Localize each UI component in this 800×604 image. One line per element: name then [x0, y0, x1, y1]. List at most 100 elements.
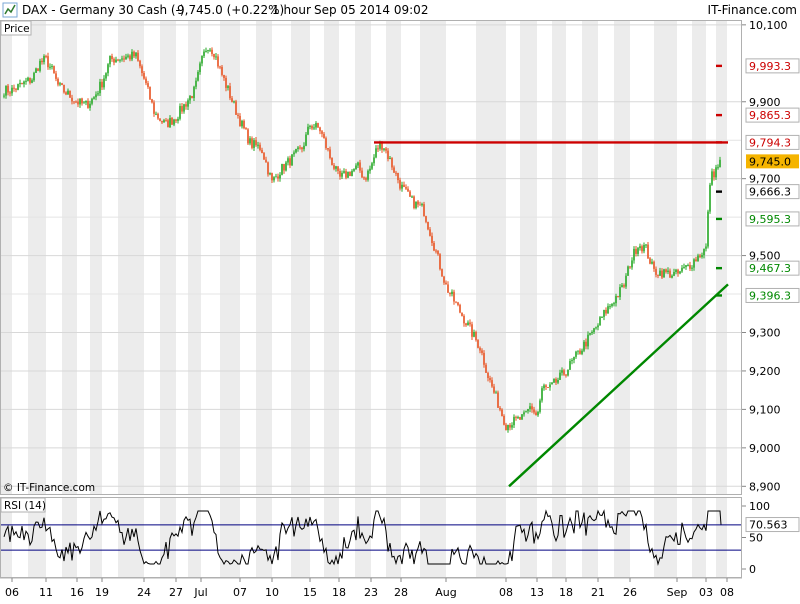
- candle-body: [13, 87, 15, 89]
- candle-body: [341, 172, 343, 177]
- candle-body: [603, 309, 605, 317]
- candle-body: [187, 100, 189, 107]
- price-y-axis: 10,100 9,900 9,700 9,500 9,300 9,200 9,100 9,00…: [742, 19, 788, 493]
- candle-body: [633, 248, 635, 261]
- price-panel-label: Price: [4, 23, 30, 35]
- candle-body: [451, 291, 453, 294]
- candle-body: [37, 68, 39, 71]
- candle-body: [689, 265, 691, 269]
- candle-body: [357, 162, 359, 166]
- candle-body: [263, 153, 265, 160]
- candle-body: [193, 86, 195, 99]
- candle-body: [489, 378, 491, 381]
- candle-body: [701, 255, 703, 257]
- session-stripe: [1, 21, 12, 494]
- brand-label: IT-Finance.com: [708, 3, 797, 17]
- candle-body: [119, 59, 121, 61]
- candle-body: [445, 282, 447, 285]
- candle-body: [359, 162, 361, 171]
- instrument-title: DAX - Germany 30 Cash (-): [22, 3, 185, 17]
- session-stripe: [355, 498, 371, 577]
- candle-body: [115, 59, 117, 63]
- candle-body: [111, 55, 113, 60]
- candle-body: [235, 101, 237, 115]
- x-tick-label: 16: [70, 586, 84, 599]
- candle-body: [327, 148, 329, 150]
- candle-body: [531, 406, 533, 410]
- candle-body: [657, 274, 659, 276]
- candle-body: [497, 392, 499, 408]
- candle-body: [307, 126, 309, 135]
- candle-body: [707, 211, 709, 247]
- candle-body: [85, 100, 87, 103]
- candle-body: [157, 113, 159, 119]
- watermark: © IT-Finance.com: [3, 482, 95, 494]
- candle-body: [551, 382, 553, 385]
- session-stripe: [692, 498, 706, 577]
- chart-icon: [4, 4, 16, 15]
- candle-body: [5, 85, 7, 96]
- session-stripe: [1, 498, 12, 577]
- candle-body: [65, 92, 67, 95]
- resistance-level-box: [745, 107, 800, 123]
- candle-body: [163, 120, 165, 123]
- support-trendline: [508, 283, 729, 488]
- candle-body: [449, 292, 451, 294]
- candle-body: [697, 255, 699, 262]
- candle-body: [261, 149, 263, 154]
- candle-body: [259, 144, 261, 150]
- resistance-level-box: [745, 58, 800, 74]
- candle-body: [577, 350, 579, 352]
- candle-body: [311, 125, 313, 129]
- candle-body: [61, 83, 63, 85]
- candle-body: [571, 360, 573, 362]
- candle-body: [549, 384, 551, 388]
- candle-body: [209, 49, 211, 51]
- candle-body: [219, 66, 221, 68]
- candle-body: [153, 102, 155, 114]
- candle-body: [553, 378, 555, 383]
- session-stripe: [160, 498, 176, 577]
- candle-body: [75, 101, 77, 103]
- candle-body: [239, 115, 241, 127]
- x-tick-label: 08: [499, 586, 513, 599]
- candle-body: [575, 351, 577, 357]
- x-tick-label: 06: [5, 586, 19, 599]
- candle-body: [171, 118, 173, 125]
- candle-body: [27, 77, 29, 81]
- candle-body: [477, 340, 479, 348]
- candle-body: [607, 306, 609, 314]
- candle-body: [51, 66, 53, 68]
- candle-body: [655, 268, 657, 275]
- candle-body: [143, 73, 145, 79]
- candle-body: [87, 100, 89, 108]
- candle-body: [121, 58, 123, 60]
- candle-body: [33, 72, 35, 81]
- resistance-level-label: 9,794.3: [749, 136, 791, 149]
- current-price-box: [746, 154, 799, 169]
- session-stripe: [62, 498, 77, 577]
- candle-body: [381, 143, 383, 150]
- candle-body: [55, 73, 57, 79]
- x-tick-label: 19: [95, 586, 109, 599]
- candle-body: [593, 328, 595, 332]
- session-stripe: [256, 498, 272, 577]
- session-stripe: [614, 498, 630, 577]
- candle-body: [25, 80, 27, 82]
- candle-body: [637, 248, 639, 254]
- candle-body: [439, 254, 441, 270]
- candle-body: [583, 341, 585, 351]
- candle-body: [517, 416, 519, 418]
- candle-body: [255, 140, 257, 146]
- candle-body: [431, 235, 433, 243]
- x-tick-label: 03: [699, 586, 713, 599]
- candle-body: [295, 149, 297, 153]
- candle-body: [405, 186, 407, 189]
- candle-body: [139, 60, 141, 67]
- candle-body: [149, 86, 151, 100]
- session-stripe: [324, 21, 339, 494]
- rsi-panel-label: RSI (14): [4, 500, 46, 512]
- candle-body: [81, 98, 83, 104]
